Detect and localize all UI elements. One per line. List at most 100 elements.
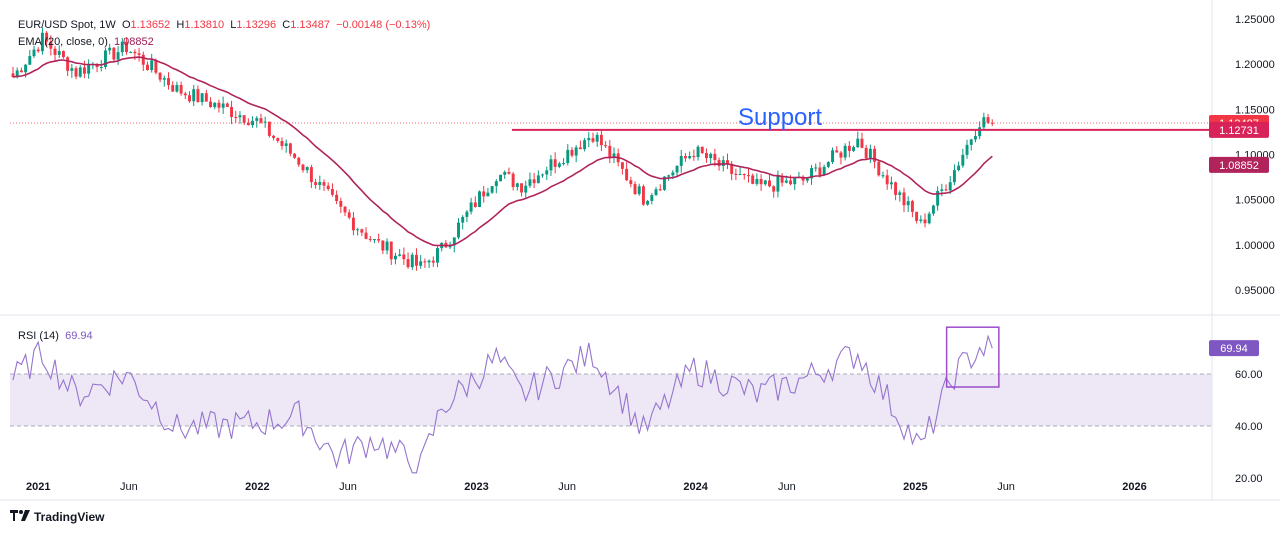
rsi-axis-tick-label: 20.00 (1235, 473, 1263, 485)
price-axis-tick-label: 0.95000 (1235, 285, 1275, 297)
candle-body (583, 140, 587, 150)
rsi-legend: RSI (14) 69.94 (18, 329, 93, 343)
candle-body (944, 189, 948, 191)
candle-body (120, 41, 124, 53)
candle-body (225, 103, 229, 107)
candle-body (11, 73, 15, 77)
candle-body (183, 93, 187, 96)
candle-body (82, 67, 86, 74)
close-value: 1.13487 (290, 19, 330, 31)
candle-body (251, 120, 255, 126)
candle-body (167, 78, 170, 86)
candle-body (671, 172, 675, 176)
candle-body (662, 176, 666, 190)
candle-body (343, 206, 347, 213)
candle-body (553, 159, 557, 167)
candle-body (801, 176, 805, 181)
candle-body (28, 56, 32, 65)
candle-body (19, 70, 23, 73)
candle-body (234, 117, 238, 119)
rsi-axis-tick-label: 40.00 (1235, 421, 1263, 433)
time-axis-tick-label: Jun (339, 481, 357, 493)
candle-body (717, 160, 721, 166)
tradingview-logo-icon (10, 510, 30, 524)
candle-body (209, 101, 213, 108)
candle-body (515, 183, 519, 188)
candle-body (818, 167, 822, 176)
price-axis-tick-label: 1.15000 (1235, 104, 1275, 116)
candle-body (768, 180, 771, 187)
high-value: 1.13810 (184, 19, 225, 31)
candle-body (482, 191, 486, 197)
time-axis-tick-label: 2021 (26, 481, 50, 493)
candle-body (620, 162, 624, 169)
candle-body (688, 156, 692, 159)
candle-body (179, 85, 183, 94)
candle-body (381, 240, 385, 251)
time-axis-tick-label: Jun (558, 481, 576, 493)
candle-body (162, 78, 166, 80)
candle-body (831, 150, 835, 163)
candle-body (49, 41, 53, 49)
candle-body (133, 51, 137, 54)
candle-body (188, 95, 191, 102)
candle-body (238, 115, 242, 118)
candle-body (675, 165, 679, 173)
candle-body (457, 222, 460, 238)
candle-body (32, 49, 36, 57)
candle-body (246, 122, 250, 126)
candle-body (150, 60, 154, 71)
candle-body (957, 165, 961, 171)
candle-body (351, 217, 355, 231)
candle-body (608, 145, 612, 158)
price-axis-tick-label: 1.20000 (1235, 59, 1275, 71)
candle-body (314, 182, 318, 186)
price-axis-tick-label: 1.00000 (1235, 240, 1275, 252)
candle-body (637, 186, 641, 195)
low-label: L (230, 19, 237, 31)
candle-body (267, 121, 271, 136)
candle-body (293, 153, 297, 158)
candle-body (402, 254, 406, 260)
candle-body (494, 181, 498, 187)
candle-body (759, 179, 763, 185)
rsi-value-tag (1209, 340, 1259, 357)
candle-body (822, 166, 826, 176)
candle-body (835, 150, 839, 153)
candle-body (15, 70, 19, 77)
candle-body (473, 202, 477, 208)
candle-body (301, 164, 305, 171)
candle-body (730, 163, 734, 174)
candle-body (847, 145, 851, 151)
candle-body (952, 170, 956, 183)
candle-body (364, 232, 368, 239)
candle-body (103, 50, 107, 67)
candle-body (772, 186, 776, 192)
candle-body (192, 89, 196, 102)
candle-body (650, 195, 654, 201)
candle-body (448, 245, 452, 248)
candle-body (158, 72, 162, 80)
time-axis-tick-label: 2022 (245, 481, 269, 493)
candle-body (978, 127, 982, 137)
tradingview-logo[interactable]: TradingView (10, 510, 104, 524)
candle-body (116, 52, 120, 60)
candle-body (629, 180, 633, 185)
candle-body (146, 64, 149, 71)
ema-legend: EMA (20, close, 0) 1.08852 (18, 35, 154, 49)
candle-body (305, 167, 309, 171)
candle-body (524, 185, 528, 193)
rsi-line (12, 334, 993, 474)
candle-body (566, 149, 570, 164)
high-label: H (176, 19, 185, 31)
price-legend: EUR/USD Spot, 1W O1.13652 H1.13810 L1.13… (18, 18, 430, 32)
candle-body (612, 153, 616, 158)
candle-body (511, 173, 515, 188)
candle-body (839, 152, 843, 158)
time-axis-tick-label: Jun (120, 481, 138, 493)
candle-body (793, 177, 797, 185)
candle-body (74, 68, 78, 77)
candle-body (747, 175, 750, 177)
candle-body (709, 153, 713, 159)
